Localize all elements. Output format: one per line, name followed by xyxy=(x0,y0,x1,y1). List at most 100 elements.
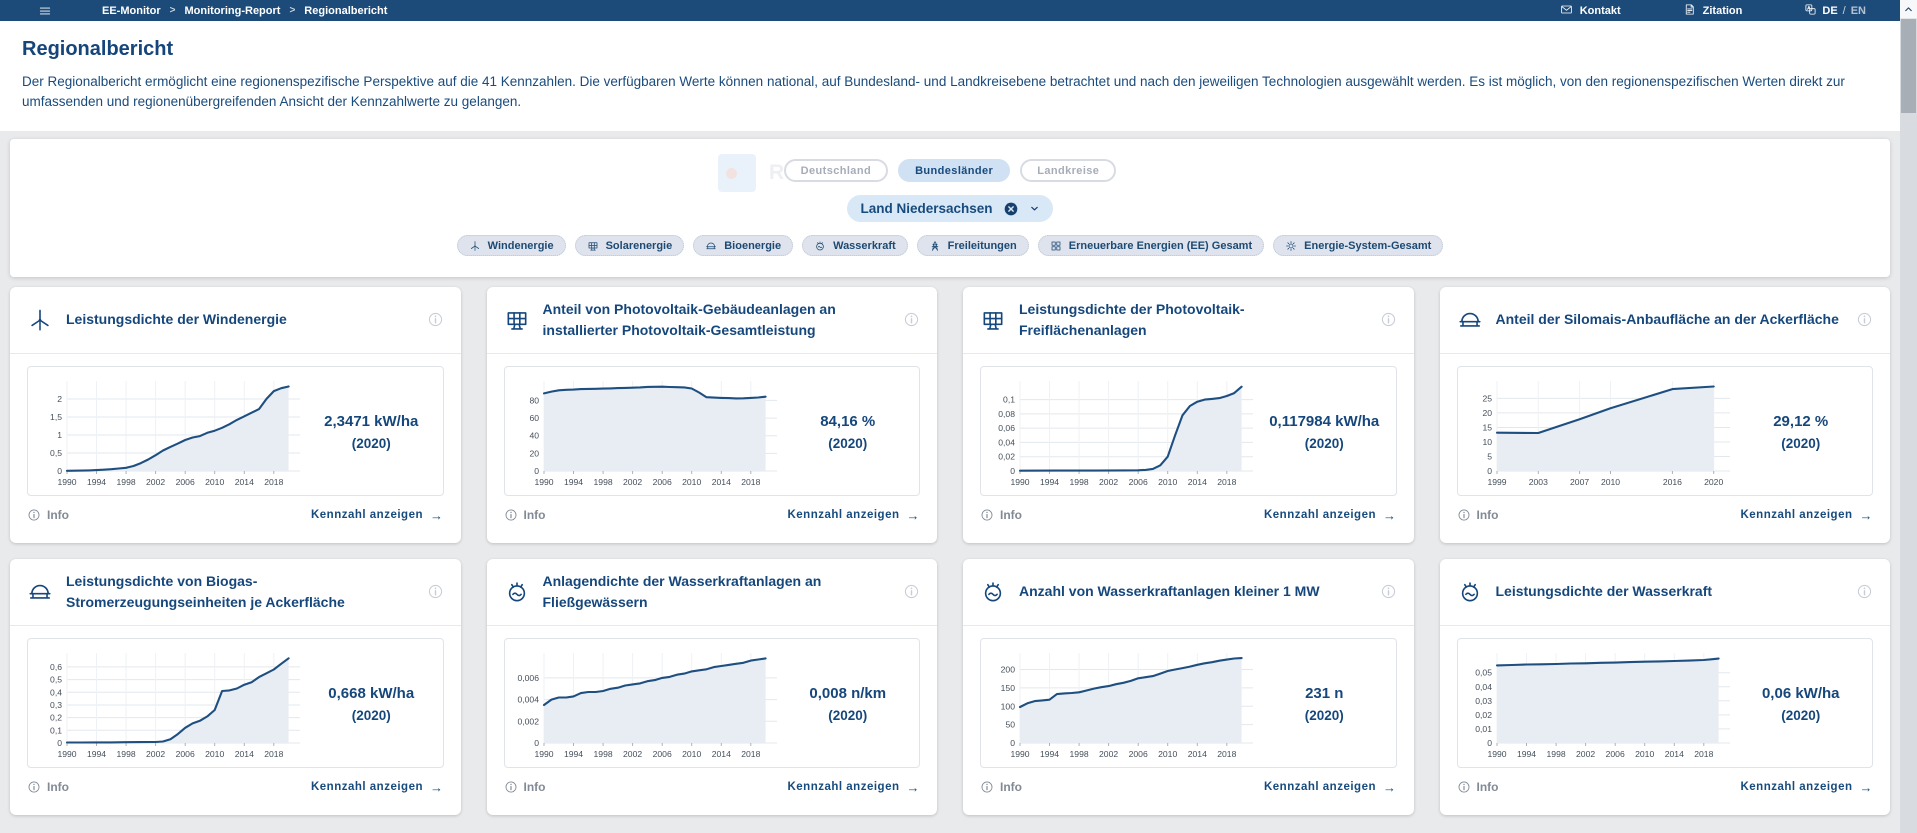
card-header: Anzahl von Wasserkraftanlagen kleiner 1 … xyxy=(963,559,1414,626)
svg-text:0,03: 0,03 xyxy=(1475,695,1492,705)
technology-chip[interactable]: Erneuerbare Energien (EE) Gesamt xyxy=(1037,235,1265,256)
svg-text:100: 100 xyxy=(1001,701,1016,711)
svg-text:0,08: 0,08 xyxy=(998,408,1015,418)
svg-text:2018: 2018 xyxy=(264,749,283,759)
card-footer: Info Kennzahl anzeigen → xyxy=(1440,768,1891,795)
show-kpi-link[interactable]: Kennzahl anzeigen → xyxy=(1740,508,1873,523)
document-icon xyxy=(1685,3,1694,15)
svg-text:0: 0 xyxy=(1010,466,1015,476)
kpi-card: Leistungsdichte der Photovoltaik-Freiflä… xyxy=(963,286,1414,543)
energy-system-icon xyxy=(1286,240,1297,251)
info-icon xyxy=(505,781,516,793)
region-select[interactable]: Land Niedersachsen xyxy=(847,195,1053,222)
svg-text:0,6: 0,6 xyxy=(50,661,62,671)
contact-link[interactable]: Kontakt xyxy=(1560,3,1621,19)
hamburger-menu-button[interactable] xyxy=(38,4,52,18)
kpi-value: 0,06 kW/ha xyxy=(1761,685,1840,702)
arrow-right-icon: → xyxy=(1859,507,1873,523)
region-level-landkreise[interactable]: Landkreise xyxy=(1020,159,1117,182)
svg-text:1994: 1994 xyxy=(1516,749,1535,759)
scrollbar-thumb[interactable] xyxy=(1901,19,1916,113)
info-icon xyxy=(981,781,993,793)
mini-area-chart: 0 0,1 0,2 0,3 0,4 0,5 0,6 1990 1994 1998 2002 2006 2… xyxy=(50,652,300,759)
info-link[interactable]: Info xyxy=(27,780,69,794)
card-chart: 0 5 10 15 20 25 1999 2003 2007 2010 2016 2020 xyxy=(1460,372,1732,493)
language-divider: / xyxy=(1842,4,1846,17)
language-switcher[interactable]: DE / EN xyxy=(1804,3,1866,19)
card-info-icon[interactable] xyxy=(903,311,920,328)
show-kpi-link[interactable]: Kennzahl anzeigen → xyxy=(1264,508,1397,523)
citation-label: Zitation xyxy=(1702,4,1743,17)
kpi-block: 0,668 kW/ha (2020) xyxy=(302,685,441,723)
info-link[interactable]: Info xyxy=(27,508,69,522)
action-label: Kennzahl anzeigen xyxy=(787,509,900,521)
info-link[interactable]: Info xyxy=(1457,780,1499,794)
svg-text:1998: 1998 xyxy=(117,477,136,487)
technology-chip[interactable]: Freileitungen xyxy=(916,235,1029,256)
kpi-card: Leistungsdichte der Wasserkraft 0 0,01 0,02… xyxy=(1439,558,1891,815)
wind-turbine-icon xyxy=(470,240,479,251)
svg-text:0: 0 xyxy=(1010,738,1015,748)
svg-text:0,05: 0,05 xyxy=(1475,667,1492,677)
show-kpi-link[interactable]: Kennzahl anzeigen → xyxy=(1264,780,1397,795)
info-icon xyxy=(428,584,442,599)
svg-text:2006: 2006 xyxy=(176,749,195,759)
clear-selection-button[interactable] xyxy=(1003,201,1019,217)
card-info-icon[interactable] xyxy=(1856,583,1873,600)
technology-chip[interactable]: Wasserkraft xyxy=(802,235,908,256)
card-info-icon[interactable] xyxy=(1856,311,1873,328)
region-level-bundesländer[interactable]: Bundesländer xyxy=(898,159,1011,182)
card-body: 0 50 100 150 200 1990 1994 1998 2002 2006 2010 2014… xyxy=(980,637,1397,768)
mini-area-chart: 0 20 40 60 80 1990 1994 1998 2002 2006 2010 2014 201… xyxy=(529,380,777,487)
technology-chip[interactable]: Windenergie xyxy=(456,235,566,256)
svg-text:80: 80 xyxy=(529,395,539,405)
info-link[interactable]: Info xyxy=(504,780,546,794)
technology-chip[interactable]: Bioenergie xyxy=(693,235,794,256)
info-icon xyxy=(28,781,40,793)
show-kpi-link[interactable]: Kennzahl anzeigen → xyxy=(787,780,920,795)
show-kpi-link[interactable]: Kennzahl anzeigen → xyxy=(311,780,444,795)
show-kpi-link[interactable]: Kennzahl anzeigen → xyxy=(311,508,444,523)
info-link[interactable]: Info xyxy=(980,508,1022,522)
card-body: 0 5 10 15 20 25 1999 2003 2007 2010 2016 2020 29,12 … xyxy=(1456,365,1873,496)
card-info-icon[interactable] xyxy=(427,311,444,328)
citation-link[interactable]: Zitation xyxy=(1683,3,1743,19)
chip-label: Erneuerbare Energien (EE) Gesamt xyxy=(1068,239,1253,252)
info-link[interactable]: Info xyxy=(504,508,546,522)
card-info-icon[interactable] xyxy=(903,583,920,600)
language-active[interactable]: DE xyxy=(1822,4,1838,17)
info-link[interactable]: Info xyxy=(1457,508,1499,522)
card-body: 0 0,1 0,2 0,3 0,4 0,5 0,6 1990 1994 1998 2002 2006 2… xyxy=(27,637,444,768)
svg-text:50: 50 xyxy=(1005,719,1015,729)
card-info-icon[interactable] xyxy=(1380,583,1397,600)
svg-text:2: 2 xyxy=(57,394,62,404)
card-info-icon[interactable] xyxy=(1380,311,1397,328)
language-other[interactable]: EN xyxy=(1850,4,1866,17)
svg-text:200: 200 xyxy=(1001,664,1016,674)
breadcrumb-item-0[interactable]: EE-Monitor xyxy=(102,4,161,17)
card-title: Anlagendichte der Wasserkraftanlagen an … xyxy=(542,573,822,610)
breadcrumb-item-1[interactable]: Monitoring-Report xyxy=(184,4,281,17)
svg-text:0,04: 0,04 xyxy=(998,437,1015,447)
svg-text:20: 20 xyxy=(529,448,539,458)
technology-chip[interactable]: Solarenergie xyxy=(574,235,685,256)
info-link[interactable]: Info xyxy=(980,780,1022,794)
mail-icon xyxy=(1560,5,1572,13)
show-kpi-link[interactable]: Kennzahl anzeigen → xyxy=(1740,780,1873,795)
svg-text:0,5: 0,5 xyxy=(50,448,62,458)
card-info-icon[interactable] xyxy=(427,583,444,600)
region-level-deutschland[interactable]: Deutschland xyxy=(783,159,889,182)
vertical-scrollbar[interactable] xyxy=(1900,0,1917,833)
card-footer: Info Kennzahl anzeigen → xyxy=(963,768,1414,795)
svg-text:0: 0 xyxy=(534,738,539,748)
chevron-down-icon-slot[interactable] xyxy=(1029,203,1040,214)
show-kpi-link[interactable]: Kennzahl anzeigen → xyxy=(787,508,920,523)
arrow-right-icon: → xyxy=(906,779,920,795)
svg-text:1998: 1998 xyxy=(117,749,136,759)
kpi-card-grid: Leistungsdichte der Windenergie 0 0,5 1 1,5 2… xyxy=(0,286,1900,815)
svg-text:2010: 2010 xyxy=(1635,749,1654,759)
kpi-year: (2020) xyxy=(1781,436,1821,451)
technology-chip[interactable]: Energie-System-Gesamt xyxy=(1273,235,1444,256)
card-header: Leistungsdichte der Windenergie xyxy=(10,287,461,354)
scrollbar-up-button[interactable] xyxy=(1900,0,1917,19)
